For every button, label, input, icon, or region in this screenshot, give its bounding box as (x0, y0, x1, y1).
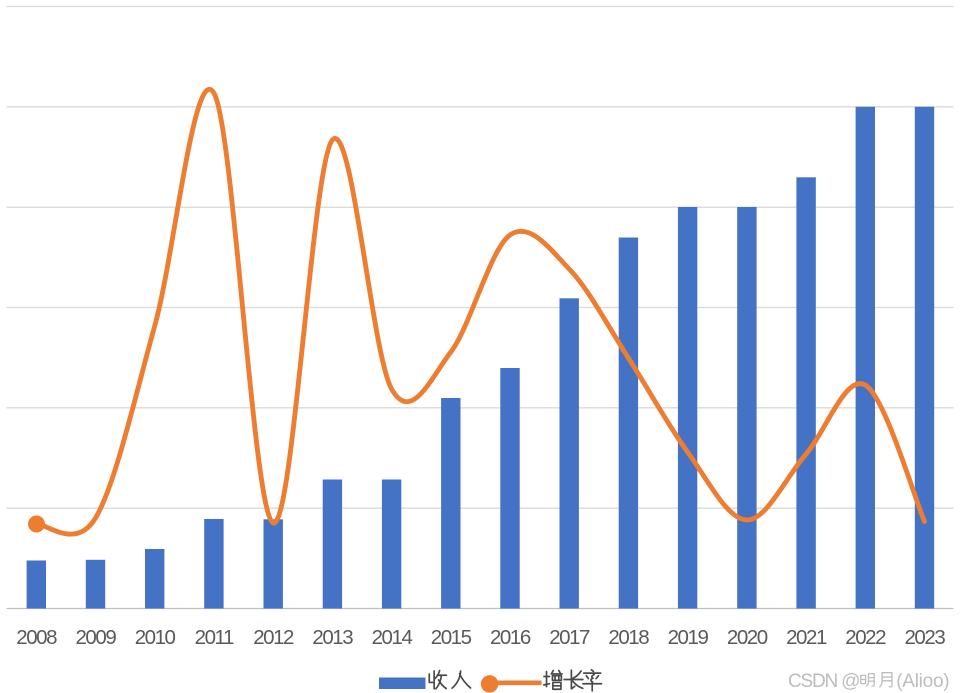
svg-text:2020: 2020 (727, 626, 768, 649)
svg-text:(Alioo): (Alioo) (896, 671, 949, 692)
svg-text:2015: 2015 (431, 626, 472, 649)
svg-text:2013: 2013 (312, 626, 353, 649)
svg-text:2019: 2019 (668, 626, 709, 649)
svg-text:2008: 2008 (16, 626, 57, 649)
svg-text:2023: 2023 (904, 626, 945, 649)
svg-text:2016: 2016 (490, 626, 531, 649)
svg-text:2014: 2014 (372, 626, 413, 649)
svg-text:2022: 2022 (845, 626, 886, 649)
svg-text:2021: 2021 (786, 626, 827, 649)
svg-text:2018: 2018 (608, 626, 649, 649)
svg-text:CSDN @: CSDN @ (788, 671, 859, 692)
svg-text:2012: 2012 (253, 626, 294, 649)
svg-text:2010: 2010 (135, 626, 176, 649)
svg-text:2017: 2017 (549, 626, 590, 649)
svg-text:2009: 2009 (75, 626, 116, 649)
svg-text:2011: 2011 (195, 626, 234, 649)
